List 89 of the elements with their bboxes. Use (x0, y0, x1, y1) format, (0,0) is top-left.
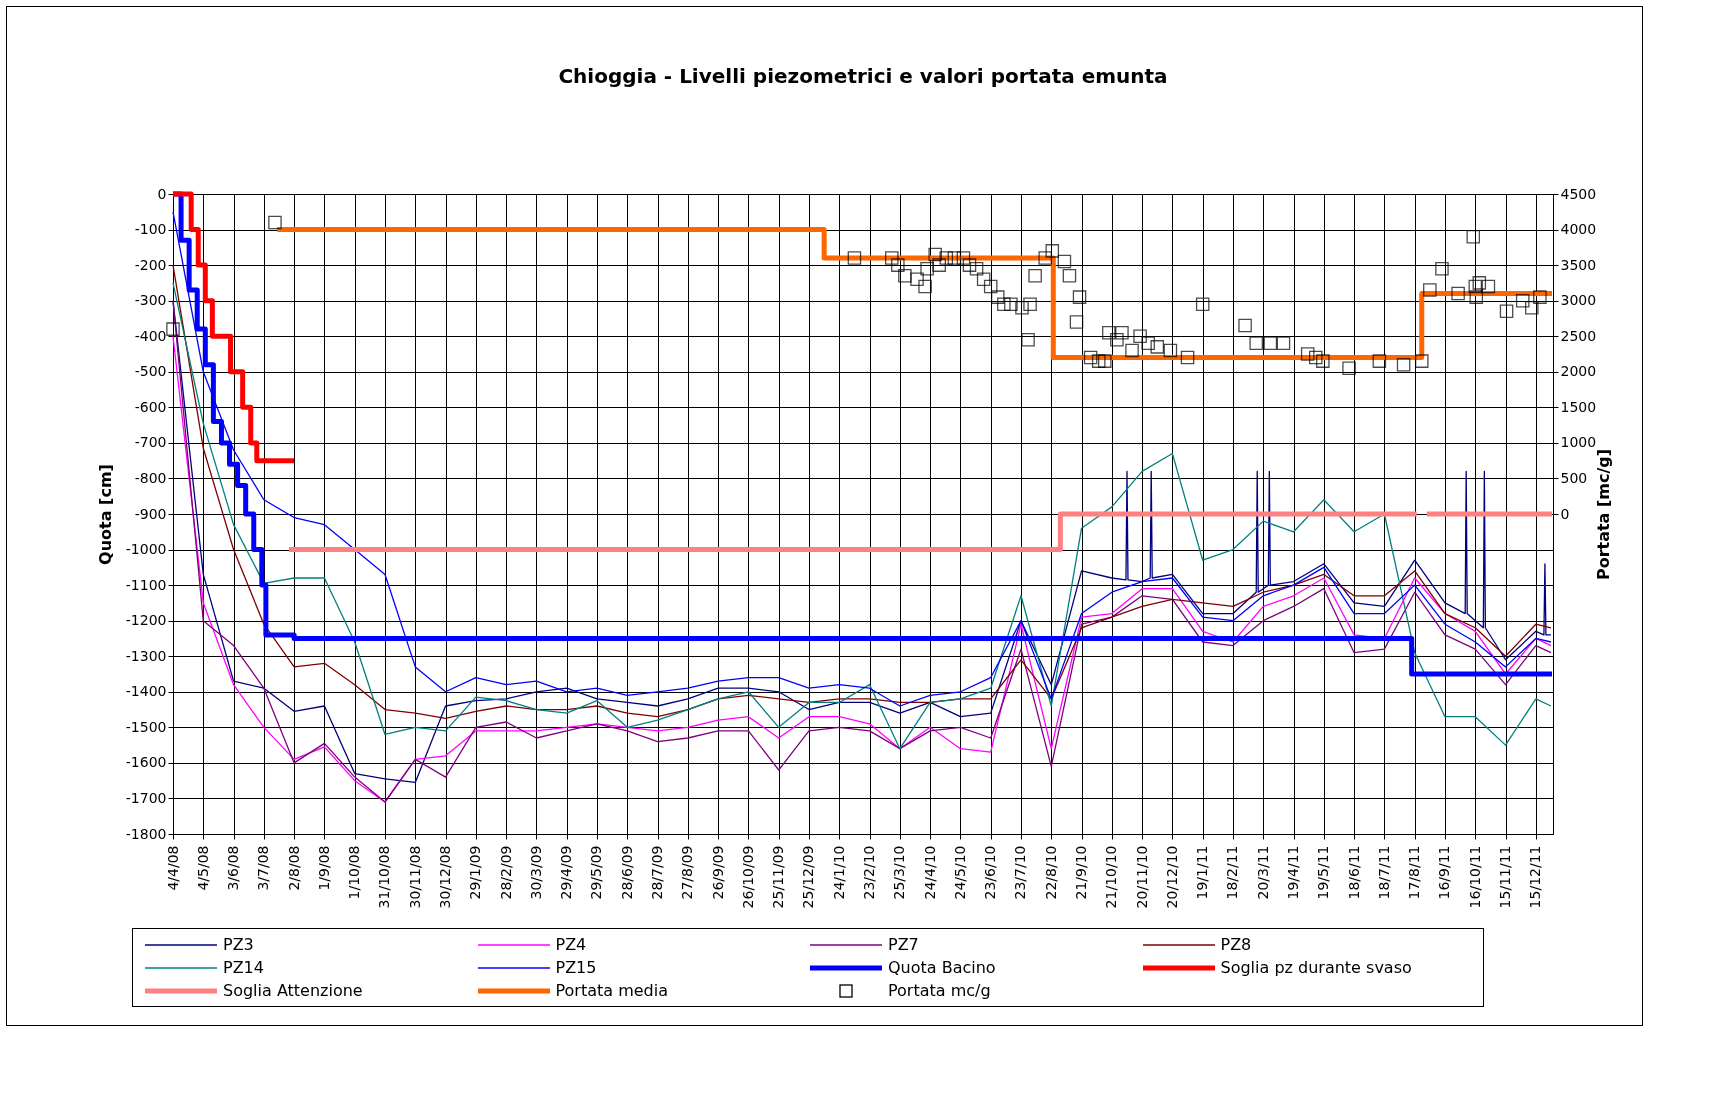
x-tick-label: 21/9/10 (1073, 845, 1090, 900)
x-tick-label: 22/8/10 (1042, 845, 1059, 900)
x-tick-label: 26/9/09 (709, 845, 726, 900)
y-tick-label: -200 (134, 256, 167, 273)
x-tick-label: 29/5/09 (588, 845, 605, 900)
legend-label: PZ3 (223, 935, 254, 954)
x-tick-label: 4/5/08 (194, 845, 211, 891)
x-tick-label: 18/7/11 (1375, 845, 1392, 900)
y2-tick-label: 500 (1560, 469, 1588, 486)
y-tick-label: -700 (134, 434, 167, 451)
y-tick-label: -100 (134, 221, 167, 238)
x-tick-label: 29/4/09 (558, 845, 575, 900)
x-tick-label: 16/9/11 (1436, 845, 1453, 900)
y-tick-label: -1800 (125, 825, 167, 842)
x-tick-label: 28/2/09 (497, 845, 514, 900)
x-tick-label: 17/8/11 (1406, 845, 1423, 900)
x-tick-label: 16/10/11 (1466, 845, 1483, 909)
y2-tick-label: 3000 (1560, 292, 1597, 309)
legend-label: PZ4 (555, 935, 587, 954)
x-tick-label: 20/3/11 (1254, 845, 1271, 900)
legend-label: Soglia pz durante svaso (1220, 958, 1412, 977)
y2-tick-label: 3500 (1560, 256, 1597, 273)
x-tick-label: 31/10/08 (376, 845, 393, 909)
x-tick-label: 28/6/09 (618, 845, 635, 900)
x-tick-label: 19/5/11 (1315, 845, 1332, 900)
y-tick-label: -1400 (125, 683, 167, 700)
x-tick-label: 29/1/09 (467, 845, 484, 900)
y-tick-label: -1200 (125, 612, 167, 629)
x-tick-label: 23/2/10 (861, 845, 878, 900)
x-tick-label: 27/8/09 (679, 845, 696, 900)
x-tick-label: 18/2/11 (1224, 845, 1241, 900)
legend-label: Soglia Attenzione (223, 981, 363, 1000)
y2-tick-label: 2000 (1560, 363, 1597, 380)
x-tick-label: 24/4/10 (921, 845, 938, 900)
x-tick-label: 30/12/08 (437, 845, 454, 909)
legend-label: PZ8 (1220, 935, 1252, 954)
y-tick-label: -400 (134, 327, 167, 344)
x-tick-label: 23/7/10 (1012, 845, 1029, 900)
x-tick-label: 26/10/09 (739, 845, 756, 909)
y-tick-label: -300 (134, 292, 167, 309)
x-tick-label: 4/4/08 (164, 845, 181, 891)
y-tick-label: -1500 (125, 718, 167, 735)
y2-tick-label: 4000 (1560, 221, 1597, 238)
x-tick-label: 20/11/10 (1133, 845, 1150, 909)
x-tick-label: 23/6/10 (982, 845, 999, 900)
x-tick-label: 30/3/09 (527, 845, 544, 900)
legend-label: PZ14 (223, 958, 264, 977)
y-tick-label: -1700 (125, 789, 167, 806)
y2-tick-label: 2500 (1560, 327, 1597, 344)
legend-label: Portata mc/g (888, 981, 991, 1000)
x-tick-label: 30/11/08 (406, 845, 423, 909)
x-tick-label: 24/5/10 (951, 845, 968, 900)
y2-tick-label: 1000 (1560, 434, 1597, 451)
x-tick-label: 25/3/10 (891, 845, 908, 900)
y-axis-title: Quota [cm] (95, 464, 115, 565)
x-tick-label: 15/11/11 (1497, 845, 1514, 909)
x-tick-label: 2/8/08 (285, 845, 302, 891)
y-tick-label: -1100 (125, 576, 167, 593)
x-tick-label: 1/10/08 (346, 845, 363, 900)
legend-label: PZ7 (888, 935, 919, 954)
x-tick-label: 18/6/11 (1345, 845, 1362, 900)
legend-label: Portata media (555, 981, 669, 1000)
x-tick-label: 28/7/09 (649, 845, 666, 900)
chart-title: Chioggia - Livelli piezometrici e valori portata emunta (558, 64, 1168, 88)
x-tick-label: 25/11/09 (770, 845, 787, 909)
legend-label: PZ15 (555, 958, 597, 977)
y2-tick-label: 4500 (1560, 185, 1597, 202)
x-tick-label: 3/6/08 (225, 845, 242, 891)
x-tick-label: 15/12/11 (1527, 845, 1544, 909)
x-tick-label: 21/10/10 (1103, 845, 1120, 909)
y-tick-label: -900 (134, 505, 167, 522)
y2-axis-title: Portata [mc/g] (1594, 448, 1614, 581)
y2-tick-label: 1500 (1560, 398, 1597, 415)
x-tick-label: 1/9/08 (315, 845, 332, 891)
y-tick-label: -1300 (125, 647, 167, 664)
y-tick-label: -1600 (125, 754, 167, 771)
x-tick-label: 20/12/10 (1163, 845, 1180, 909)
y-tick-label: 0 (157, 185, 167, 202)
y-tick-label: -600 (134, 398, 167, 415)
x-tick-label: 19/1/11 (1194, 845, 1211, 900)
y2-tick-label: 0 (1560, 505, 1570, 522)
x-tick-label: 3/7/08 (255, 845, 272, 891)
x-tick-label: 24/1/10 (830, 845, 847, 900)
legend-label: Quota Bacino (888, 958, 996, 977)
x-tick-label: 19/4/11 (1285, 845, 1302, 900)
x-tick-label: 25/12/09 (800, 845, 817, 909)
y-tick-label: -800 (134, 469, 167, 486)
y-tick-label: -500 (134, 363, 167, 380)
y-tick-label: -1000 (125, 541, 167, 558)
